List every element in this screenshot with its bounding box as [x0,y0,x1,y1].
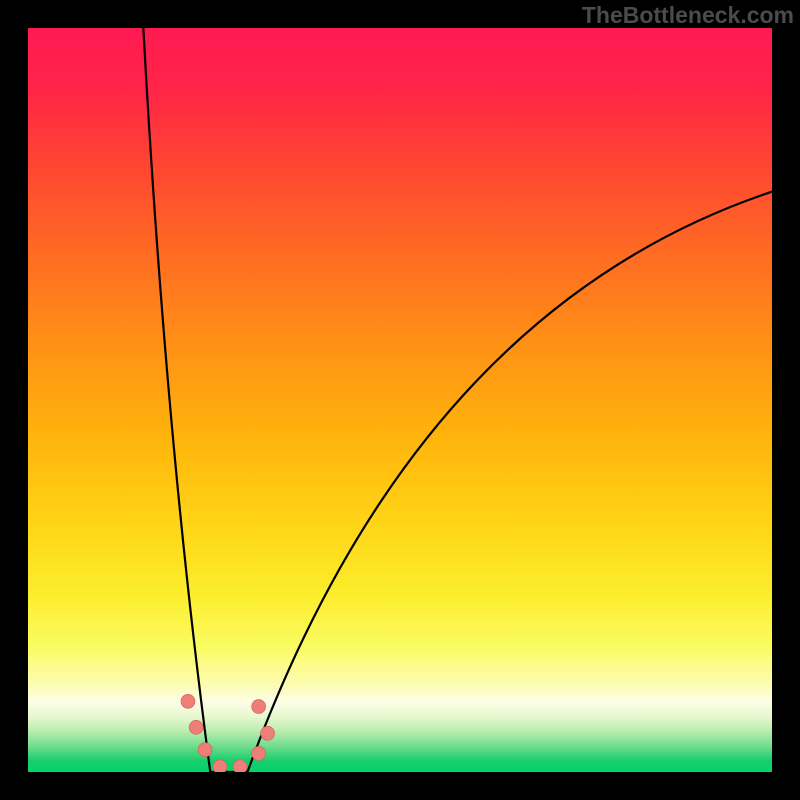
marker-point [233,760,247,772]
plot-svg [28,28,772,772]
gradient-background [28,28,772,772]
marker-point [181,694,195,708]
marker-point [213,760,227,772]
marker-point [252,746,266,760]
marker-point [198,743,212,757]
marker-point [252,700,266,714]
chart-container: TheBottleneck.com [0,0,800,800]
marker-point [189,720,203,734]
plot-area [28,28,772,772]
watermark-text: TheBottleneck.com [582,2,794,29]
marker-point [261,726,275,740]
